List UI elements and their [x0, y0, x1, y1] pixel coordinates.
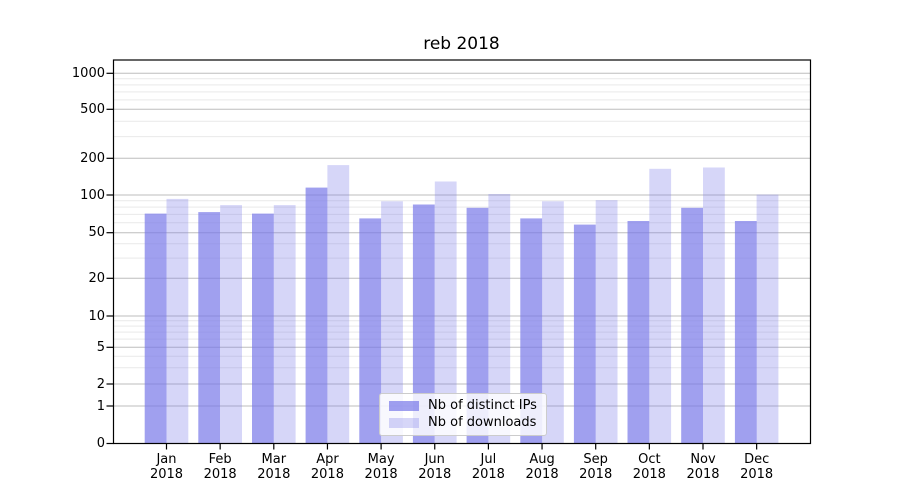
x-tick-year: 2018: [203, 467, 237, 482]
x-tick-year: 2018: [257, 467, 291, 482]
bar-downloads-jul: [488, 194, 511, 444]
legend-swatch-ips: [389, 401, 419, 411]
bar-downloads-jun: [434, 181, 457, 444]
x-tick-year: 2018: [310, 467, 344, 482]
bar-ips-jun: [412, 204, 435, 444]
x-tick-month: Oct: [638, 452, 661, 467]
chart-title: reb 2018: [423, 34, 500, 54]
x-tick-month: Mar: [261, 452, 287, 467]
legend-item-downloads: Nb of downloads: [389, 416, 546, 430]
bar-downloads-sep: [595, 200, 618, 444]
x-tick-label: Jul 2018: [448, 452, 528, 482]
bar-ips-sep: [573, 224, 596, 444]
legend-label-downloads: Nb of downloads: [428, 415, 537, 430]
bar-ips-mar: [252, 213, 274, 444]
bar-ips-dec: [734, 221, 757, 444]
bar-downloads-dec: [756, 194, 779, 444]
x-tick-year: 2018: [686, 467, 720, 482]
x-tick-label: Feb 2018: [180, 452, 260, 482]
x-tick-label: Jan 2018: [127, 452, 207, 482]
x-tick-year: 2018: [471, 467, 505, 482]
plot-border: [112, 59, 812, 445]
y-tick-label: 20: [88, 270, 105, 286]
y-tick-label: 2: [96, 376, 105, 392]
x-tick-month: Jun: [424, 452, 445, 467]
legend-swatch-downloads: [389, 418, 419, 428]
y-tick-label: 100: [80, 187, 105, 203]
bar-downloads-aug: [542, 201, 564, 444]
x-tick-year: 2018: [632, 467, 666, 482]
bar-ips-may: [359, 218, 382, 444]
x-tick-month: Apr: [316, 452, 339, 467]
bar-ips-jan: [144, 213, 167, 444]
x-tick-year: 2018: [149, 467, 184, 482]
x-tick-month: Jul: [480, 452, 497, 467]
x-tick-label: Jun 2018: [395, 452, 475, 482]
bar-downloads-oct: [649, 168, 672, 444]
x-tick-year: 2018: [418, 467, 452, 482]
x-tick-year: 2018: [364, 467, 398, 482]
x-tick-label: Sep 2018: [556, 452, 636, 482]
y-tick-label: 0: [96, 436, 105, 451]
legend-item-ips: Nb of distinct IPs: [389, 399, 546, 413]
x-tick-year: 2018: [525, 467, 559, 482]
bar-ips-apr: [305, 187, 328, 444]
bar-downloads-apr: [327, 165, 350, 444]
y-tick-label: 10: [88, 308, 105, 324]
x-tick-label: May 2018: [341, 452, 421, 482]
y-tick-label: 500: [80, 101, 105, 117]
x-tick-month: Aug: [529, 452, 555, 467]
y-tick-label: 1: [96, 398, 105, 414]
bar-ips-aug: [520, 218, 543, 444]
x-tick-label: Dec 2018: [717, 452, 797, 482]
x-tick-month: Nov: [690, 452, 716, 467]
x-tick-month: Feb: [208, 452, 232, 467]
bar-ips-feb: [198, 212, 221, 444]
legend-label-ips: Nb of distinct IPs: [428, 398, 537, 413]
y-tick-label: 5: [96, 339, 105, 355]
x-tick-label: Aug 2018: [502, 452, 582, 482]
bar-downloads-nov: [703, 167, 725, 444]
bar-downloads-mar: [273, 205, 296, 444]
x-tick-year: 2018: [579, 467, 613, 482]
x-tick-month: Jan: [156, 452, 177, 467]
bar-downloads-feb: [220, 205, 242, 444]
x-tick-label: Apr 2018: [287, 452, 367, 482]
x-tick-month: Dec: [744, 452, 770, 467]
x-tick-month: May: [367, 452, 395, 467]
x-tick-label: Nov 2018: [663, 452, 743, 482]
bar-ips-oct: [627, 221, 650, 444]
bar-downloads-jan: [166, 198, 189, 444]
y-tick-label: 200: [80, 150, 105, 166]
bar-ips-nov: [681, 207, 703, 444]
x-tick-month: Sep: [583, 452, 608, 467]
bar-downloads-may: [381, 201, 403, 444]
y-tick-label: 1000: [71, 65, 105, 81]
x-tick-year: 2018: [740, 467, 774, 482]
bar-ips-jul: [466, 207, 489, 444]
x-tick-label: Oct 2018: [609, 452, 689, 482]
y-tick-label: 50: [88, 225, 105, 241]
x-tick-label: Mar 2018: [234, 452, 314, 482]
legend: Nb of distinct IPs Nb of downloads: [379, 393, 547, 436]
